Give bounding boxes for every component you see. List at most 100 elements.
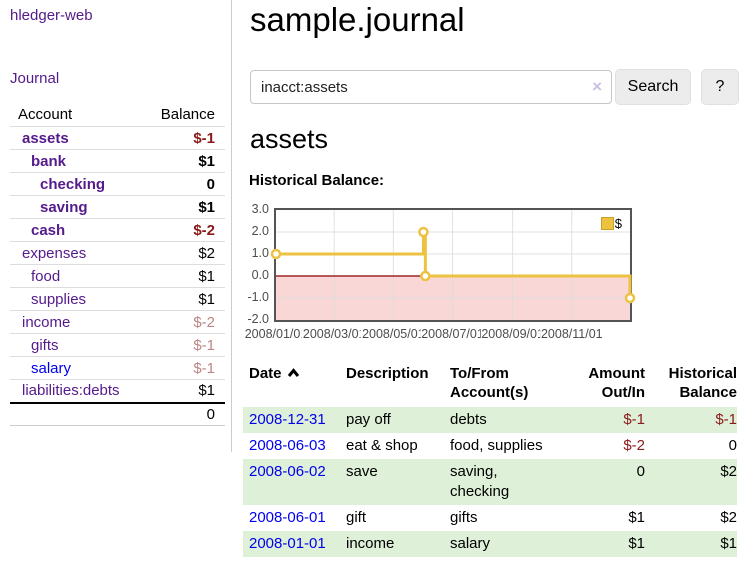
register-amount-cell: $-1 (623, 411, 645, 428)
register-description-cell: income (346, 535, 395, 552)
account-link[interactable]: supplies (31, 290, 87, 308)
account-row: food $1 (10, 264, 225, 288)
register-row: 2008-06-03 eat & shop food, supplies $-2 0 (243, 433, 737, 459)
register-balance-cell: 0 (728, 437, 737, 454)
register-row: 2008-12-31 pay off debts $-1 $-1 (243, 407, 737, 433)
account-row: bank $1 (10, 149, 225, 173)
register-balance-cell: $1 (720, 535, 737, 552)
account-row: income $-2 (10, 310, 225, 334)
register-accounts-cell: food, supplies (450, 437, 543, 454)
account-balance: $1 (145, 195, 225, 219)
register-description-cell: save (346, 463, 378, 480)
register-description-cell: eat & shop (346, 437, 418, 454)
register-amount-cell: $1 (628, 509, 645, 526)
register-date-cell: 2008-06-02 (243, 459, 340, 505)
register-date-link[interactable]: 2008-01-01 (249, 535, 326, 552)
x-axis-tick-label: 2008/07/01 (420, 327, 485, 341)
account-link[interactable]: checking (40, 175, 106, 193)
register-row: 2008-01-01 income salary $1 $1 (243, 531, 737, 557)
register-date-cell: 2008-12-31 (243, 407, 340, 433)
account-link[interactable]: bank (31, 152, 67, 170)
account-balance: $1 (145, 264, 225, 288)
register-accounts-cell: gifts (450, 509, 478, 526)
account-balance: $-2 (145, 218, 225, 242)
register-balance-cell: $-1 (715, 411, 737, 428)
register-accounts-cell: salary (450, 535, 491, 552)
register-amount-cell: $1 (628, 535, 645, 552)
account-balance: $-1 (145, 356, 225, 380)
account-link[interactable]: food (31, 267, 61, 285)
register-date-cell: 2008-06-01 (243, 505, 340, 531)
sidebar-item-journal[interactable]: Journal (10, 70, 60, 87)
x-axis-tick-label: 2008/05/01 (361, 327, 426, 341)
register-header-accounts: To/From Account(s) (450, 365, 529, 401)
search-button[interactable]: Search (615, 69, 691, 105)
y-axis-tick-label: 1.0 (251, 246, 269, 260)
register-amount-cell: $-2 (623, 437, 645, 454)
account-link[interactable]: saving (40, 198, 88, 216)
register-header-amount: Amount Out/In (588, 365, 645, 401)
register-date-cell: 2008-01-01 (243, 531, 340, 557)
register-header-date-label: Date (249, 365, 282, 382)
register-description-cell: pay off (346, 411, 391, 428)
account-link[interactable]: gifts (31, 336, 59, 354)
chart-title: Historical Balance: (249, 172, 385, 189)
register-balance-cell: $2 (720, 509, 737, 526)
account-balance: 0 (145, 172, 225, 196)
account-link[interactable]: salary (31, 359, 72, 377)
search-box: × (250, 70, 612, 104)
register-header-date[interactable]: Date (243, 361, 340, 407)
y-axis-tick-label: 3.0 (251, 202, 269, 216)
clear-search-icon[interactable]: × (592, 77, 602, 96)
register-accounts-cell: debts (450, 411, 487, 428)
register-row: 2008-06-02 save saving, checking 0 $2 (243, 459, 737, 505)
legend-swatch-icon (600, 217, 614, 230)
y-axis-tick-label: 2.0 (251, 224, 269, 238)
register-amount-cell: 0 (636, 463, 645, 480)
accounts-total-value: 0 (145, 401, 225, 426)
account-heading: assets (250, 124, 329, 154)
search-input[interactable] (251, 71, 611, 103)
x-axis-tick-label: 2008/09/01 (480, 327, 545, 341)
chart-plot-area (270, 210, 636, 320)
account-row: saving $1 (10, 195, 225, 219)
register-date-link[interactable]: 2008-06-01 (249, 509, 326, 526)
register-table: Date Description To/From Account(s) Amou… (243, 361, 737, 557)
legend-label: $ (614, 216, 622, 231)
historical-balance-chart: $ (270, 208, 636, 322)
account-link[interactable]: assets (22, 129, 69, 147)
register-date-link[interactable]: 2008-06-02 (249, 463, 326, 480)
register-accounts-cell: saving, checking (450, 463, 510, 500)
register-date-link[interactable]: 2008-12-31 (249, 411, 326, 428)
y-axis-tick-label: -1.0 (247, 290, 269, 304)
register-description-cell: gift (346, 509, 367, 526)
y-axis-tick-label: -2.0 (247, 312, 269, 326)
sort-ascending-icon (287, 368, 299, 377)
chart-legend: $ (600, 216, 622, 231)
account-row: gifts $-1 (10, 333, 225, 357)
account-balance: $-1 (145, 333, 225, 357)
account-balance: $1 (145, 379, 225, 403)
account-link[interactable]: liabilities:debts (22, 382, 120, 400)
y-axis-tick-label: 0.0 (251, 268, 269, 282)
register-row: 2008-06-01 gift gifts $1 $2 (243, 505, 737, 531)
account-row: expenses $2 (10, 241, 225, 265)
x-axis-tick-label: 2008/01/01 (243, 327, 309, 341)
register-date-link[interactable]: 2008-06-03 (249, 437, 326, 454)
x-axis-tick-label: 2008/03/01 (301, 327, 367, 341)
account-row: checking 0 (10, 172, 225, 196)
register-balance-cell: $2 (720, 463, 737, 480)
help-button[interactable]: ? (701, 69, 739, 105)
account-balance: $1 (145, 287, 225, 311)
account-link[interactable]: expenses (22, 244, 87, 262)
account-link[interactable]: cash (31, 221, 66, 239)
app-title-link[interactable]: hledger-web (10, 7, 93, 24)
register-header-balance: Historical Balance (668, 365, 737, 401)
account-balance: $1 (145, 149, 225, 173)
account-link[interactable]: income (22, 313, 71, 331)
accounts-header-balance: Balance (145, 103, 225, 127)
x-axis-tick-label: 2008/11/01 (539, 327, 604, 341)
register-date-cell: 2008-06-03 (243, 433, 340, 459)
accounts-table: Account Balance assets $-1 bank $1 checking 0… (10, 103, 225, 426)
